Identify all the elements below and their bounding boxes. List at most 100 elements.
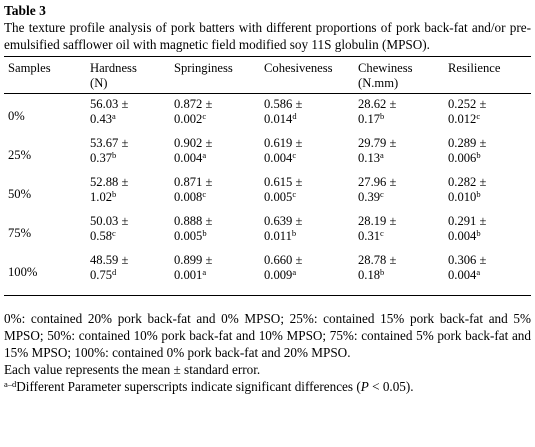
resilience-significance-letter: b [476, 150, 481, 160]
table-notes: 0%: contained 20% pork back-fat and 0% M… [4, 310, 531, 395]
cohesiveness-error-line: 0.011b [264, 229, 352, 244]
hardness-error-line: 1.02b [90, 190, 168, 205]
table-number: Table 3 [4, 3, 46, 18]
sample-cell: 75% [8, 226, 32, 240]
cohesiveness-error-line: 0.009a [264, 268, 352, 283]
table-row: 75% 50.03 ±0.58c 0.888 ±0.005b 0.639 ±0.011… [4, 214, 531, 253]
column-header-label: Samples [8, 61, 51, 75]
sample-cell: 50% [8, 187, 32, 201]
springiness-mean: 0.899 ± [174, 253, 213, 267]
cohesiveness-standard-error: 0.011 [264, 229, 292, 243]
cohesiveness-error-line: 0.014d [264, 112, 352, 127]
springiness-mean: 0.888 ± [174, 214, 213, 228]
chewiness-mean: 28.78 ± [358, 253, 397, 267]
resilience-cell: 0.306 ±0.004a [444, 253, 531, 296]
springiness-standard-error: 0.008 [174, 190, 203, 204]
chewiness-significance-letter: b [380, 111, 385, 121]
cohesiveness-standard-error: 0.009 [264, 268, 293, 282]
chewiness-cell: 29.79 ±0.13a [354, 136, 444, 175]
resilience-significance-letter: c [476, 111, 481, 121]
resilience-mean: 0.291 ± [448, 214, 487, 228]
chewiness-error-line: 0.17b [358, 112, 442, 127]
hardness-standard-error: 1.02 [90, 190, 113, 204]
springiness-significance-letter: a [202, 150, 207, 160]
chewiness-mean: 29.79 ± [358, 136, 397, 150]
sample-cell: 0% [8, 109, 25, 123]
chewiness-significance-letter: c [380, 189, 384, 199]
cohesiveness-cell: 0.660 ±0.009a [260, 253, 354, 296]
chewiness-cell: 28.19 ±0.31c [354, 214, 444, 253]
header-row: Samples Hardness (N) Springiness Cohesivenes… [4, 56, 531, 94]
springiness-mean: 0.902 ± [174, 136, 213, 150]
springiness-cell: 0.888 ±0.005b [170, 214, 260, 253]
springiness-cell: 0.899 ±0.001a [170, 253, 260, 296]
resilience-error-line: 0.004b [448, 229, 529, 244]
hardness-standard-error: 0.58 [90, 229, 113, 243]
resilience-standard-error: 0.012 [448, 112, 477, 126]
chewiness-significance-letter: b [380, 267, 385, 277]
cohesiveness-error-line: 0.004c [264, 151, 352, 166]
resilience-significance-letter: b [476, 189, 481, 199]
springiness-mean: 0.872 ± [174, 97, 213, 111]
resilience-error-line: 0.012c [448, 112, 529, 127]
hardness-error-line: 0.75d [90, 268, 168, 283]
cohesiveness-mean: 0.660 ± [264, 253, 303, 267]
springiness-mean: 0.871 ± [174, 175, 213, 189]
resilience-standard-error: 0.010 [448, 190, 477, 204]
significance-note: a–dDifferent Parameter superscripts indi… [4, 378, 531, 395]
cohesiveness-standard-error: 0.005 [264, 190, 293, 204]
hardness-error-line: 0.58c [90, 229, 168, 244]
table-row: 0% 56.03 ±0.43a 0.872 ±0.002c 0.586 ±0.014d… [4, 94, 531, 137]
chewiness-error-line: 0.13a [358, 151, 442, 166]
column-header-chewiness: Chewiness (N.mm) [354, 56, 444, 94]
hardness-error-line: 0.37b [90, 151, 168, 166]
hardness-significance-letter: b [112, 150, 117, 160]
springiness-standard-error: 0.002 [174, 112, 203, 126]
resilience-cell: 0.289 ±0.006b [444, 136, 531, 175]
cohesiveness-significance-letter: a [292, 267, 297, 277]
springiness-significance-letter: c [202, 111, 207, 121]
column-header-label: Springiness [174, 61, 233, 75]
table-header: Samples Hardness (N) Springiness Cohesivenes… [4, 56, 531, 94]
hardness-standard-error: 0.75 [90, 268, 113, 282]
composition-note: 0%: contained 20% pork back-fat and 0% M… [4, 311, 531, 360]
hardness-mean: 48.59 ± [90, 253, 129, 267]
chewiness-significance-letter: c [380, 228, 384, 238]
chewiness-error-line: 0.39c [358, 190, 442, 205]
springiness-error-line: 0.004a [174, 151, 258, 166]
cohesiveness-cell: 0.639 ±0.011b [260, 214, 354, 253]
hardness-significance-letter: b [112, 189, 117, 199]
springiness-standard-error: 0.001 [174, 268, 203, 282]
chewiness-error-line: 0.18b [358, 268, 442, 283]
sample-cell: 100% [4, 253, 86, 296]
springiness-significance-letter: b [202, 228, 207, 238]
springiness-significance-letter: a [202, 267, 207, 277]
table-row: 50% 52.88 ±1.02b 0.871 ±0.008 c 0.615 ±0.005… [4, 175, 531, 214]
hardness-mean: 56.03 ± [90, 97, 129, 111]
chewiness-standard-error: 0.18 [358, 268, 381, 282]
hardness-cell: 56.03 ±0.43a [86, 94, 170, 137]
resilience-error-line: 0.010b [448, 190, 529, 205]
column-header-label: Cohesiveness [264, 61, 333, 75]
chewiness-mean: 27.96 ± [358, 175, 397, 189]
hardness-cell: 52.88 ±1.02b [86, 175, 170, 214]
cohesiveness-cell: 0.615 ±0.005c [260, 175, 354, 214]
significance-threshold: < 0.05). [368, 379, 414, 394]
hardness-cell: 53.67 ±0.37b [86, 136, 170, 175]
significance-text: Different Parameter superscripts indicat… [16, 379, 361, 394]
column-header-samples: Samples [4, 56, 86, 94]
resilience-error-line: 0.004a [448, 268, 529, 283]
springiness-cell: 0.872 ±0.002c [170, 94, 260, 137]
resilience-standard-error: 0.004 [448, 229, 477, 243]
column-header-hardness: Hardness (N) [86, 56, 170, 94]
springiness-error-line: 0.001a [174, 268, 258, 283]
cohesiveness-cell: 0.586 ±0.014d [260, 94, 354, 137]
chewiness-error-line: 0.31c [358, 229, 442, 244]
table-body: 0% 56.03 ±0.43a 0.872 ±0.002c 0.586 ±0.014d… [4, 94, 531, 296]
resilience-significance-letter: b [476, 228, 481, 238]
cohesiveness-mean: 0.639 ± [264, 214, 303, 228]
table-row: 25% 53.67 ±0.37b 0.902 ±0.004a 0.619 ±0.004… [4, 136, 531, 175]
hardness-mean: 50.03 ± [90, 214, 129, 228]
springiness-standard-error: 0.004 [174, 151, 203, 165]
